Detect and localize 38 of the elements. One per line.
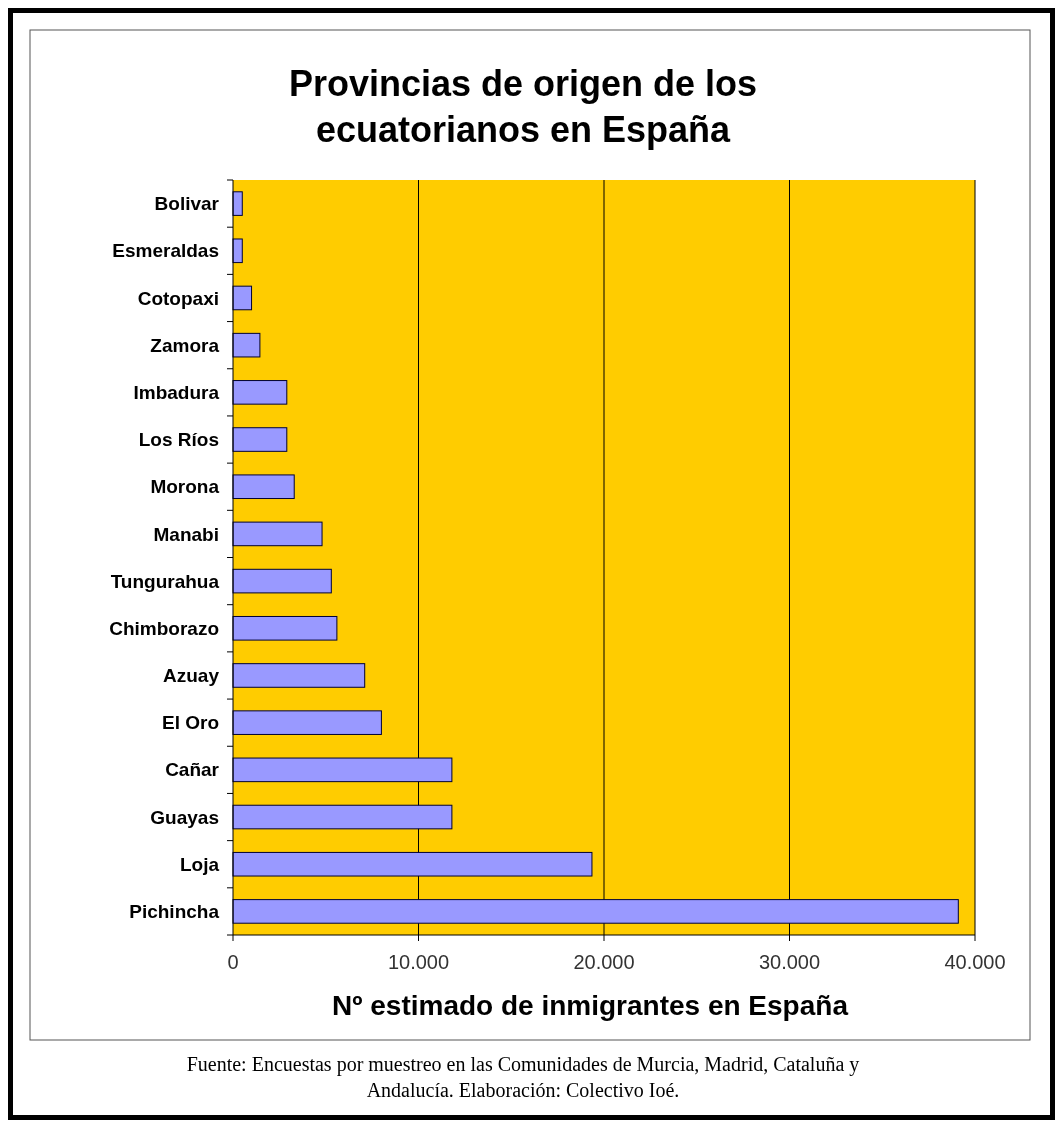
y-tick-label: Esmeraldas [112, 240, 219, 262]
bar [232, 474, 295, 500]
y-tick-label: Loja [179, 853, 220, 875]
x-tick-label: 0 [227, 951, 239, 973]
y-tick-label: Zamora [150, 334, 220, 356]
bar [232, 710, 382, 735]
bar [232, 899, 959, 924]
bar [232, 804, 453, 830]
y-tick-label: Bolivar [154, 193, 220, 215]
y-tick-label: Tungurahua [110, 570, 220, 592]
chart-title: Provincias de origen de los ecuatorianos en España [288, 63, 758, 150]
bar [232, 332, 261, 358]
y-tick-label: Guayas [150, 806, 219, 828]
bar [232, 285, 253, 311]
y-tick-label: Los Ríos [138, 429, 219, 451]
y-tick-label: Cañar [165, 759, 220, 781]
x-tick-label: 30.000 [758, 951, 821, 973]
bar [232, 568, 332, 594]
bar [232, 663, 366, 688]
bar [232, 851, 593, 877]
bar [232, 757, 453, 783]
x-tick-label: 10.000 [387, 951, 450, 973]
y-tick-label: Azuay [163, 665, 220, 687]
y-tick-label: El Oro [161, 712, 219, 734]
y-tick-label: Pichincha [129, 901, 220, 923]
x-axis-title: Nº estimado de inmigrantes en España [332, 990, 849, 1021]
x-tick-label: 20.000 [573, 951, 635, 973]
bar [232, 615, 338, 641]
y-tick-label: Cotopaxi [137, 287, 219, 309]
source-note: Fuente: Encuestas por muestreo en las Comunidades de Murcia, Madrid, Cataluña y Andalucía. Elaboración: Colectivo Ioé. [186, 1053, 860, 1101]
y-tick-label: Imbadura [133, 381, 220, 403]
bar [232, 521, 323, 547]
bar [232, 380, 288, 405]
y-tick-label: Morona [150, 476, 220, 498]
bar [232, 427, 288, 452]
y-tick-label: Manabi [153, 523, 219, 545]
y-tick-label: Chimborazo [109, 617, 219, 639]
x-tick-label: 40.000 [944, 951, 1006, 973]
